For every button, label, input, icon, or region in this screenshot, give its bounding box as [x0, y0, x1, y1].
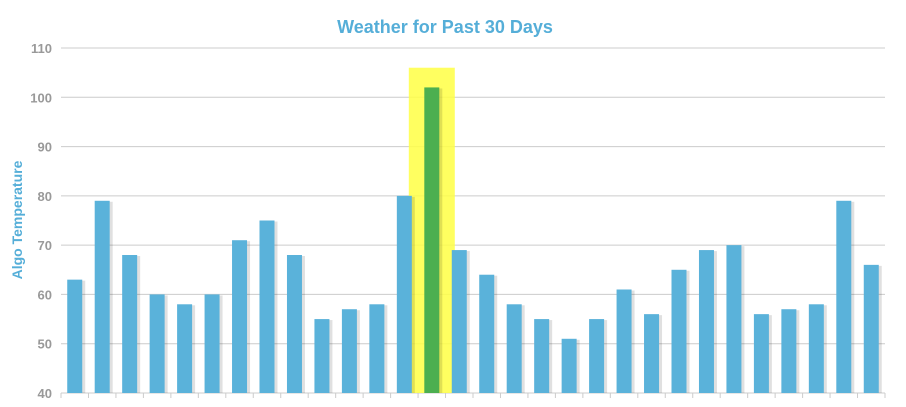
y-tick-label: 80 — [38, 189, 52, 204]
bar — [698, 250, 714, 393]
y-tick-label: 90 — [38, 140, 52, 155]
bar — [177, 304, 193, 393]
bar — [589, 319, 605, 393]
y-tick-label: 70 — [38, 238, 52, 253]
bar — [808, 304, 824, 393]
y-tick-label: 100 — [30, 90, 52, 105]
bar — [396, 195, 412, 393]
y-axis-ticks: 40 50 60 70 80 90 100 110 — [30, 41, 52, 401]
bar — [149, 294, 165, 393]
bar — [644, 314, 660, 393]
bar — [836, 200, 852, 393]
bar — [369, 304, 385, 393]
bar — [561, 338, 577, 393]
x-axis-ticks — [60, 393, 886, 398]
y-tick-label: 40 — [38, 386, 52, 401]
bar — [671, 269, 687, 393]
bar — [781, 309, 797, 393]
bar — [534, 319, 550, 393]
bar — [314, 319, 330, 393]
bar — [863, 264, 879, 393]
bar — [94, 200, 110, 393]
y-tick-label: 50 — [38, 337, 52, 352]
bar — [451, 250, 467, 393]
bar — [726, 245, 742, 393]
bar — [753, 314, 769, 393]
bar — [506, 304, 522, 393]
y-tick-label: 60 — [38, 287, 52, 302]
bar — [259, 220, 275, 393]
y-axis-label: Algo Temperature — [9, 160, 25, 279]
bars — [67, 87, 882, 393]
bar — [232, 240, 248, 393]
bar — [67, 279, 83, 393]
gridlines — [61, 47, 885, 394]
y-tick-label: 110 — [31, 41, 52, 56]
bar — [341, 309, 357, 393]
bar — [616, 289, 632, 393]
bar — [479, 274, 495, 393]
chart-title: Weather for Past 30 Days — [337, 17, 553, 37]
bar — [204, 294, 220, 393]
bar — [122, 255, 138, 393]
bar — [286, 255, 302, 393]
bar-highlighted — [424, 87, 440, 393]
